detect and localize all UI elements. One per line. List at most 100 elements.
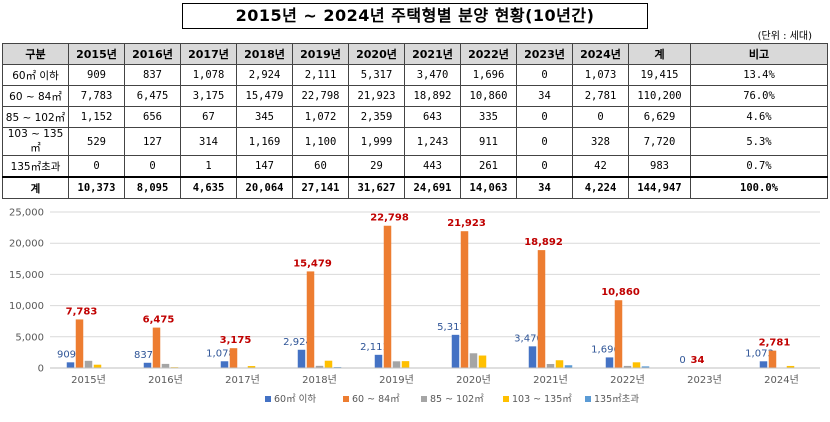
- data-label: 22,798: [370, 213, 409, 224]
- bar: [144, 363, 152, 368]
- x-tick-label: 2017년: [225, 374, 260, 386]
- bar: [760, 361, 768, 368]
- bar: [153, 328, 161, 368]
- legend-label: 60 ~ 84㎡: [352, 394, 400, 405]
- bar: [633, 362, 641, 368]
- table-cell: 10,373: [69, 177, 125, 199]
- table-cell: 1,078: [181, 65, 237, 86]
- table-cell: 29: [349, 156, 405, 178]
- table-cell: 335: [461, 107, 517, 128]
- table-cell: 837: [125, 65, 181, 86]
- table-cell: 0: [69, 156, 125, 178]
- x-tick-label: 2024년: [764, 374, 799, 386]
- table-cell: 110,200: [629, 86, 691, 107]
- x-tick-label: 2019년: [379, 374, 414, 386]
- table-cell: 1,696: [461, 65, 517, 86]
- table-cell: 1,072: [293, 107, 349, 128]
- x-tick-label: 2021년: [533, 374, 568, 386]
- table-cell: 27,141: [293, 177, 349, 199]
- row-label: 계: [3, 177, 69, 199]
- table-cell: 1,243: [405, 128, 461, 156]
- table-cell: 42: [573, 156, 629, 178]
- bar-chart: 05,00010,00015,00020,00025,0009097,78320…: [0, 202, 830, 418]
- legend-swatch: [503, 396, 509, 402]
- table-cell: 144,947: [629, 177, 691, 199]
- bar: [606, 357, 614, 368]
- table-cell: 1,073: [573, 65, 629, 86]
- legend-swatch: [265, 396, 271, 402]
- legend-label: 135㎡초과: [594, 394, 639, 405]
- y-tick-label: 10,000: [9, 301, 44, 312]
- table-cell: 314: [181, 128, 237, 156]
- bar: [307, 271, 315, 368]
- table-cell: 7,783: [69, 86, 125, 107]
- table-cell: 15,479: [237, 86, 293, 107]
- table-cell: 909: [69, 65, 125, 86]
- table-cell: 345: [237, 107, 293, 128]
- data-label: 837: [134, 350, 153, 361]
- table-cell: 10,860: [461, 86, 517, 107]
- table-cell: 24,691: [405, 177, 461, 199]
- table-cell: 1,169: [237, 128, 293, 156]
- table-cell: 19,415: [629, 65, 691, 86]
- bar: [479, 356, 487, 368]
- y-tick-label: 5,000: [15, 332, 44, 343]
- table-header-cell: 비고: [691, 44, 828, 65]
- bar: [298, 350, 306, 368]
- table-cell: 1,999: [349, 128, 405, 156]
- table-cell: 100.0%: [691, 177, 828, 199]
- data-label: 18,892: [524, 237, 563, 248]
- table-cell: 261: [461, 156, 517, 178]
- table-header-cell: 2016년: [125, 44, 181, 65]
- y-tick-label: 15,000: [9, 270, 44, 281]
- table-cell: 4.6%: [691, 107, 828, 128]
- data-label: 909: [57, 349, 76, 360]
- bar: [769, 351, 777, 368]
- table-header-cell: 계: [629, 44, 691, 65]
- table-header-cell: 2018년: [237, 44, 293, 65]
- table-cell: 2,781: [573, 86, 629, 107]
- y-tick-label: 0: [38, 364, 44, 375]
- bar: [384, 226, 392, 368]
- data-label: 6,475: [143, 315, 175, 326]
- table-cell: 6,629: [629, 107, 691, 128]
- table-cell: 2,359: [349, 107, 405, 128]
- table-header-cell: 2024년: [573, 44, 629, 65]
- table-header-cell: 2021년: [405, 44, 461, 65]
- x-tick-label: 2022년: [610, 374, 645, 386]
- data-label: 0: [679, 355, 685, 366]
- bar: [452, 335, 460, 368]
- table-cell: 443: [405, 156, 461, 178]
- x-tick-label: 2018년: [302, 374, 337, 386]
- legend-label: 85 ~ 102㎡: [430, 394, 484, 405]
- x-tick-label: 2020년: [456, 374, 491, 386]
- data-label: 34: [691, 355, 705, 366]
- table-cell: 0: [517, 107, 573, 128]
- unit-note: (단위 : 세대): [758, 27, 812, 42]
- table-cell: 0: [517, 128, 573, 156]
- row-label: 60㎡ 이하: [3, 65, 69, 86]
- table-cell: 0: [125, 156, 181, 178]
- title-area: 2015년 ~ 2024년 주택형별 분양 현황(10년간): [0, 0, 830, 32]
- table-cell: 1,152: [69, 107, 125, 128]
- row-label: 135㎡초과: [3, 156, 69, 178]
- table-cell: 5,317: [349, 65, 405, 86]
- bar: [375, 355, 383, 368]
- bar: [162, 364, 170, 368]
- bar: [402, 361, 410, 368]
- table-header-cell: 2020년: [349, 44, 405, 65]
- table-cell: 911: [461, 128, 517, 156]
- data-label: 7,783: [66, 306, 98, 317]
- table-cell: 67: [181, 107, 237, 128]
- table-cell: 34: [517, 86, 573, 107]
- table-cell: 2,111: [293, 65, 349, 86]
- table-cell: 0: [517, 65, 573, 86]
